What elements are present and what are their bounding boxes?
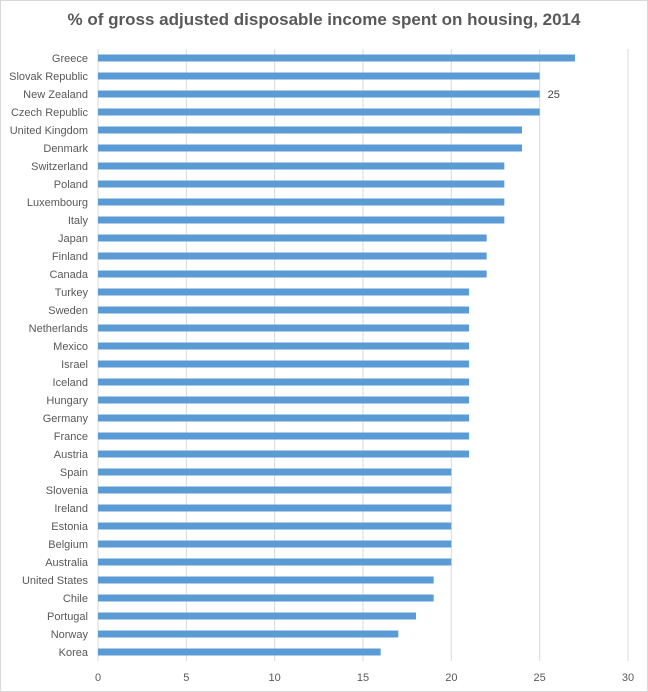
category-label: Korea <box>59 647 89 659</box>
x-tick-label: 30 <box>622 672 634 684</box>
bar-finland <box>98 252 487 260</box>
bar-iceland <box>98 378 469 386</box>
category-label: Finland <box>52 251 88 263</box>
bar-estonia <box>98 522 452 530</box>
category-label: Italy <box>68 215 89 227</box>
bar-new-zealand <box>98 90 540 98</box>
bar-netherlands <box>98 324 469 332</box>
x-tick-label: 20 <box>445 672 457 684</box>
bar-japan <box>98 234 487 242</box>
category-label: Belgium <box>48 539 88 551</box>
category-label: Greece <box>52 53 88 65</box>
bar-korea <box>98 648 381 656</box>
category-label: Slovak Republic <box>9 71 88 83</box>
category-label: Luxembourg <box>27 197 88 209</box>
category-label: Czech Republic <box>11 107 89 119</box>
bar-ireland <box>98 504 452 512</box>
category-label: Denmark <box>43 143 88 155</box>
category-label: Portugal <box>47 611 88 623</box>
category-label: Canada <box>49 269 88 281</box>
bar-israel <box>98 360 469 368</box>
bar-spain <box>98 468 452 476</box>
chart-title: % of gross adjusted disposable income sp… <box>67 10 581 29</box>
x-tick-label: 15 <box>357 672 369 684</box>
bar-poland <box>98 180 505 188</box>
category-label: Chile <box>63 593 88 605</box>
x-tick-label: 0 <box>95 672 101 684</box>
bar-austria <box>98 450 469 458</box>
x-tick-label: 5 <box>183 672 189 684</box>
x-tick-label: 25 <box>534 672 546 684</box>
bar-chile <box>98 594 434 602</box>
bar-belgium <box>98 540 452 548</box>
category-label: New Zealand <box>23 89 88 101</box>
bar-slovenia <box>98 486 452 494</box>
category-label: Switzerland <box>31 161 88 173</box>
bar-france <box>98 432 469 440</box>
category-label: United States <box>22 575 89 587</box>
data-label: 25 <box>548 89 560 101</box>
category-label: Germany <box>43 413 89 425</box>
bar-switzerland <box>98 162 505 170</box>
category-label: Mexico <box>53 341 88 353</box>
category-label: Slovenia <box>46 485 89 497</box>
bar-united-kingdom <box>98 126 522 134</box>
bar-germany <box>98 414 469 422</box>
bar-slovak-republic <box>98 72 540 80</box>
category-label: Netherlands <box>29 323 89 335</box>
bar-czech-republic <box>98 108 540 116</box>
bar-portugal <box>98 612 416 620</box>
category-label: Israel <box>61 359 88 371</box>
bar-italy <box>98 216 505 224</box>
category-label: United Kingdom <box>10 125 88 137</box>
category-label: Ireland <box>54 503 88 515</box>
bar-denmark <box>98 144 522 152</box>
category-label: Australia <box>45 557 89 569</box>
category-label: Austria <box>54 449 89 461</box>
category-label: Turkey <box>55 287 89 299</box>
bar-luxembourg <box>98 198 505 206</box>
bar-australia <box>98 558 452 566</box>
bar-sweden <box>98 306 469 314</box>
category-label: Estonia <box>51 521 89 533</box>
category-label: Norway <box>51 629 89 641</box>
category-label: Poland <box>54 179 88 191</box>
x-tick-label: 10 <box>269 672 281 684</box>
category-label: Sweden <box>48 305 88 317</box>
bar-hungary <box>98 396 469 404</box>
category-label: France <box>54 431 88 443</box>
category-label: Iceland <box>53 377 88 389</box>
bar-united-states <box>98 576 434 584</box>
bar-turkey <box>98 288 469 296</box>
bar-greece <box>98 54 575 62</box>
category-label: Spain <box>60 467 88 479</box>
bar-mexico <box>98 342 469 350</box>
bar-canada <box>98 270 487 278</box>
category-label: Hungary <box>46 395 88 407</box>
bar-norway <box>98 630 399 638</box>
category-label: Japan <box>58 233 88 245</box>
